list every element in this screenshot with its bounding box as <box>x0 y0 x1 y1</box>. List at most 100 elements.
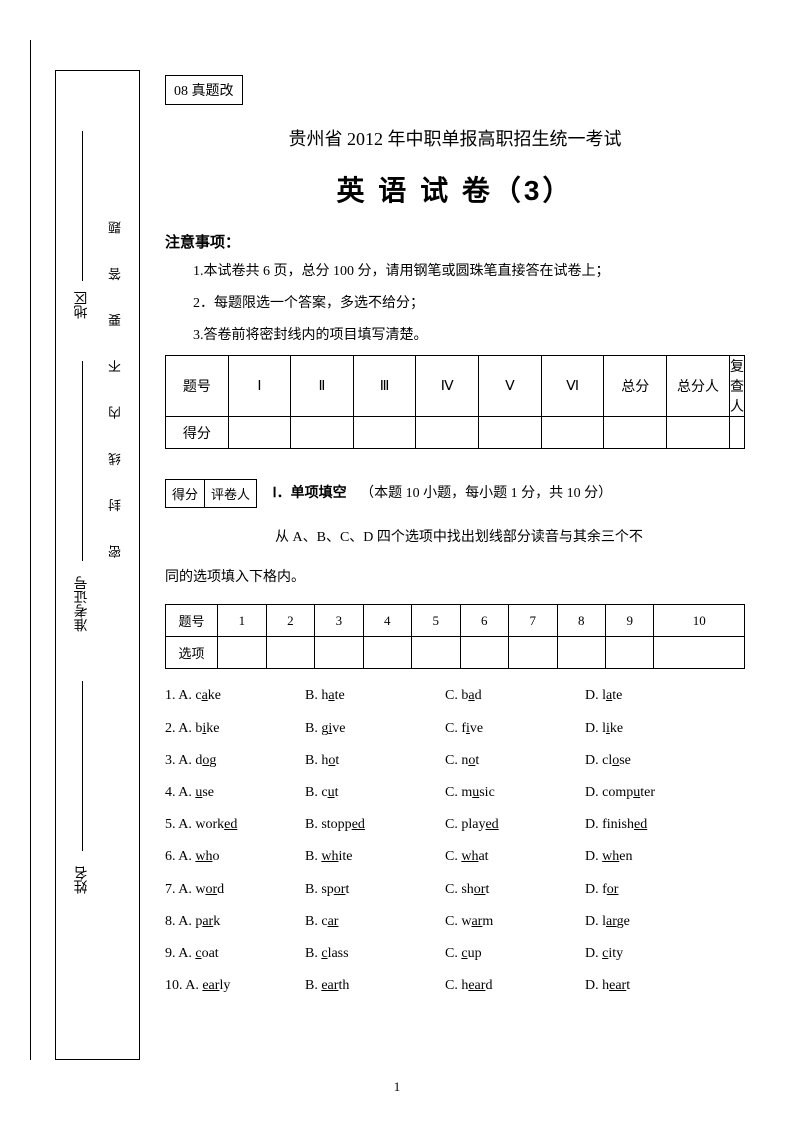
answer-num: 2 <box>266 605 314 637</box>
answer-cell[interactable] <box>605 637 653 669</box>
field-name-label: 姓名 <box>73 866 93 894</box>
questions-list: 1. A. cakeB. hateC. badD. late 2. A. bike… <box>165 687 745 995</box>
score-cell[interactable] <box>541 417 604 449</box>
answer-num: 6 <box>460 605 508 637</box>
score-cell[interactable] <box>353 417 416 449</box>
score-row-label: 得分 <box>166 417 229 449</box>
question-option: D. computer <box>585 784 725 802</box>
field-examno-label: 准考证号 <box>73 576 93 632</box>
question-option: D. close <box>585 752 725 770</box>
question-option: B. hate <box>305 687 445 705</box>
score-cell[interactable] <box>228 417 290 449</box>
answer-cell[interactable] <box>557 637 605 669</box>
question-option: B. class <box>305 945 445 963</box>
grader-label: 评卷人 <box>205 480 257 508</box>
score-cell[interactable] <box>416 417 479 449</box>
question-row: 3. A. dogB. hotC. notD. close <box>165 752 745 770</box>
answer-cell[interactable] <box>509 637 557 669</box>
score-header: Ⅱ <box>291 356 354 417</box>
question-option: D. large <box>585 913 725 931</box>
question-row: 2. A. bikeB. giveC. fiveD. like <box>165 720 745 738</box>
answer-grid-table: 题号 1 2 3 4 5 6 7 8 9 10 选项 <box>165 604 745 669</box>
section-header-row: 得分 评卷人 Ⅰ．单项填空 （本题 10 小题，每小题 1 分，共 10 分） <box>165 479 745 508</box>
score-cell[interactable] <box>729 417 744 449</box>
notice-item: 3.答卷前将密封线内的项目填写清楚。 <box>165 324 745 348</box>
question-option: B. earth <box>305 977 445 995</box>
notice-item: 1.本试卷共 6 页，总分 100 分，请用钢笔或圆珠笔直接答在试卷上； <box>165 260 745 284</box>
score-header: 题号 <box>166 356 229 417</box>
question-option: B. car <box>305 913 445 931</box>
question-option: B. hot <box>305 752 445 770</box>
question-option: D. finished <box>585 816 725 834</box>
question-option: 7. A. word <box>165 881 305 899</box>
question-row: 4. A. useB. cutC. musicD. computer <box>165 784 745 802</box>
exam-title-line1: 贵州省 2012 年中职单报高职招生统一考试 <box>165 125 745 151</box>
score-cell[interactable] <box>604 417 667 449</box>
answer-num: 8 <box>557 605 605 637</box>
score-header: Ⅳ <box>416 356 479 417</box>
answer-num: 7 <box>509 605 557 637</box>
answer-cell[interactable] <box>654 637 745 669</box>
question-option: C. played <box>445 816 585 834</box>
question-option: C. bad <box>445 687 585 705</box>
answer-cell[interactable] <box>218 637 266 669</box>
question-option: B. cut <box>305 784 445 802</box>
answer-num: 3 <box>315 605 363 637</box>
answer-cell[interactable] <box>460 637 508 669</box>
page-number: 1 <box>394 1079 401 1095</box>
notice-header: 注意事项： <box>165 231 745 252</box>
section-score-box: 得分 评卷人 <box>165 479 257 508</box>
answer-row-label: 题号 <box>166 605 218 637</box>
field-region-line <box>82 131 83 281</box>
score-summary-table: 题号 Ⅰ Ⅱ Ⅲ Ⅳ Ⅴ Ⅵ 总分 总分人 复查人 得分 <box>165 355 745 449</box>
answer-cell[interactable] <box>363 637 411 669</box>
answer-cell[interactable] <box>266 637 314 669</box>
score-header: Ⅲ <box>353 356 416 417</box>
binding-sidebar: 密 封 线 内 不 要 答 题 地区 准考证号 姓名 <box>55 70 140 1060</box>
table-row: 题号 1 2 3 4 5 6 7 8 9 10 <box>166 605 745 637</box>
question-option: C. cup <box>445 945 585 963</box>
question-option: 8. A. park <box>165 913 305 931</box>
answer-cell[interactable] <box>412 637 460 669</box>
score-header: 总分人 <box>667 356 730 417</box>
question-option: 1. A. cake <box>165 687 305 705</box>
question-row: 9. A. coatB. classC. cupD. city <box>165 945 745 963</box>
notice-item: 2．每题限选一个答案，多选不给分； <box>165 292 745 316</box>
field-examno-line <box>82 361 83 561</box>
question-option: D. city <box>585 945 725 963</box>
table-row: 题号 Ⅰ Ⅱ Ⅲ Ⅳ Ⅴ Ⅵ 总分 总分人 复查人 <box>166 356 745 417</box>
question-option: 4. A. use <box>165 784 305 802</box>
answer-row-label: 选项 <box>166 637 218 669</box>
question-option: C. five <box>445 720 585 738</box>
question-option: D. when <box>585 848 725 866</box>
score-header: Ⅵ <box>541 356 604 417</box>
field-region-label: 地区 <box>73 291 93 319</box>
question-row: 7. A. wordB. sportC. shortD. for <box>165 881 745 899</box>
score-cell[interactable] <box>291 417 354 449</box>
score-cell[interactable] <box>479 417 542 449</box>
question-option: D. late <box>585 687 725 705</box>
question-option: C. heard <box>445 977 585 995</box>
score-header: 复查人 <box>729 356 744 417</box>
answer-num: 5 <box>412 605 460 637</box>
question-option: D. for <box>585 881 725 899</box>
question-option: B. stopped <box>305 816 445 834</box>
score-cell[interactable] <box>667 417 730 449</box>
question-row: 1. A. cakeB. hateC. badD. late <box>165 687 745 705</box>
section-instruction: 从 A、B、C、D 四个选项中找出划线部分读音与其余三个不 <box>165 524 745 552</box>
answer-cell[interactable] <box>315 637 363 669</box>
exam-title-line2: 英 语 试 卷（3） <box>165 169 745 209</box>
question-option: 3. A. dog <box>165 752 305 770</box>
answer-num: 10 <box>654 605 745 637</box>
score-header: 总分 <box>604 356 667 417</box>
score-header: Ⅰ <box>228 356 290 417</box>
question-option: C. warm <box>445 913 585 931</box>
question-option: D. heart <box>585 977 725 995</box>
question-option: B. white <box>305 848 445 866</box>
question-option: C. short <box>445 881 585 899</box>
page-left-margin <box>30 40 32 1060</box>
question-option: 5. A. worked <box>165 816 305 834</box>
question-option: 9. A. coat <box>165 945 305 963</box>
question-row: 10. A. earlyB. earthC. heardD. heart <box>165 977 745 995</box>
seal-warning-text: 密 封 线 内 不 要 答 题 <box>106 206 125 558</box>
